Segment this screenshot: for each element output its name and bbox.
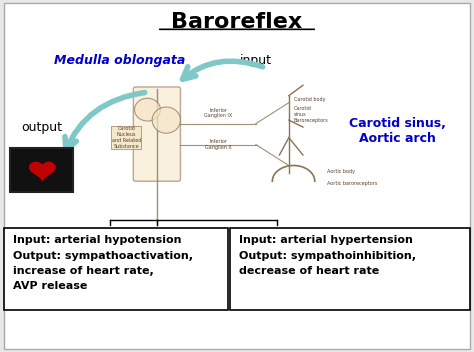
FancyBboxPatch shape (4, 3, 470, 349)
Text: input: input (240, 54, 272, 67)
Text: Output: sympathoactivation,
increase of heart rate,
AVP release: Output: sympathoactivation, increase of … (13, 251, 193, 291)
Text: Carotid body: Carotid body (293, 97, 325, 102)
Text: Inferior
Ganglion IX: Inferior Ganglion IX (204, 108, 232, 118)
Text: Medulla oblongata: Medulla oblongata (54, 54, 185, 67)
FancyBboxPatch shape (4, 228, 228, 310)
FancyBboxPatch shape (133, 87, 181, 181)
Text: Output: sympathoinhibition,
decrease of heart rate: Output: sympathoinhibition, decrease of … (239, 251, 416, 276)
Text: Aortic body: Aortic body (327, 169, 355, 174)
Ellipse shape (135, 98, 160, 121)
Text: Carotid
sinus
Baroreceptors: Carotid sinus Baroreceptors (293, 106, 328, 123)
Text: output: output (21, 121, 62, 134)
Text: Baroreflex: Baroreflex (172, 12, 302, 32)
Text: Inferior
Ganglion X: Inferior Ganglion X (205, 139, 231, 150)
FancyBboxPatch shape (10, 148, 73, 192)
Text: Input: arterial hypotension: Input: arterial hypotension (13, 235, 182, 245)
Text: Carotid
Nucleus
and Related
Substance: Carotid Nucleus and Related Substance (111, 126, 141, 149)
Ellipse shape (152, 107, 181, 133)
FancyBboxPatch shape (230, 228, 470, 310)
Text: Aortic baroreceptors: Aortic baroreceptors (327, 181, 377, 186)
Polygon shape (30, 162, 55, 180)
Text: Input: arterial hypertension: Input: arterial hypertension (239, 235, 413, 245)
Text: Carotid sinus,
Aortic arch: Carotid sinus, Aortic arch (349, 117, 446, 145)
